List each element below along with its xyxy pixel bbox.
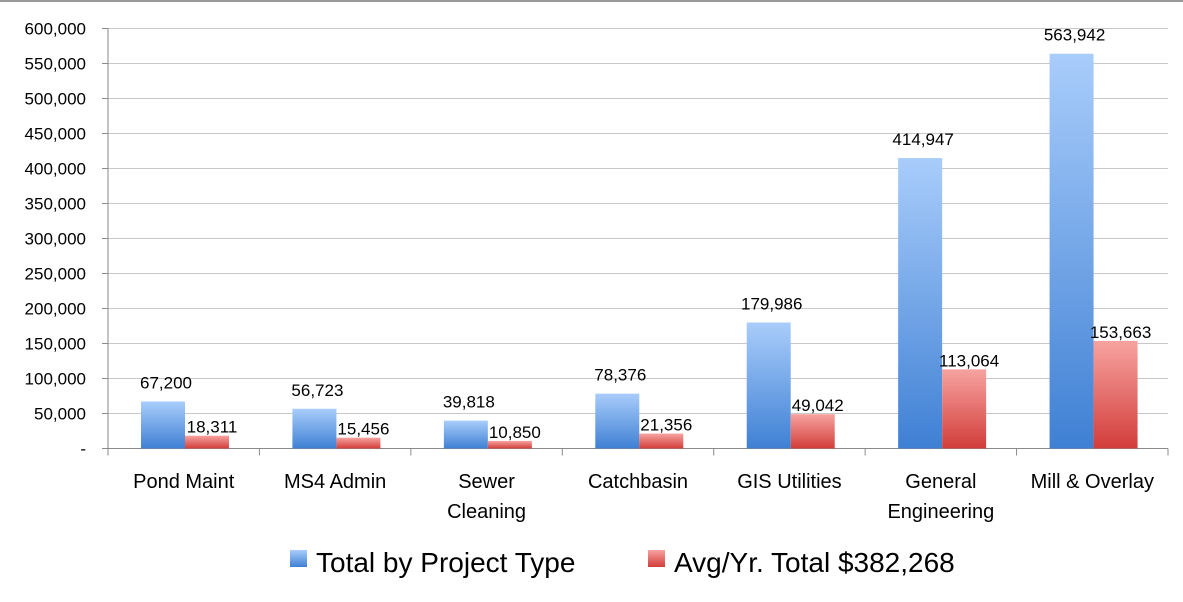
gridlines xyxy=(108,28,1168,414)
category-label-line: Cleaning xyxy=(447,501,526,523)
category-label-line: Sewer xyxy=(458,471,515,493)
top-border xyxy=(0,0,1183,2)
bar-average xyxy=(185,435,229,449)
category-label-line: Mill & Overlay xyxy=(1031,471,1154,493)
y-tick-label: 250,000 xyxy=(25,265,86,284)
y-tick-label: 450,000 xyxy=(25,125,86,144)
y-tick-label: 50,000 xyxy=(34,405,86,424)
category-label: Catchbasin xyxy=(588,471,688,493)
y-tick-label: 150,000 xyxy=(25,335,86,354)
data-label-total: 414,947 xyxy=(892,130,953,149)
category-label-line: GIS Utilities xyxy=(737,471,841,493)
bar-average xyxy=(639,433,684,449)
bar-total xyxy=(898,158,943,449)
bar-average xyxy=(487,440,532,449)
bar-total xyxy=(595,393,640,449)
category-label: Mill & Overlay xyxy=(1031,471,1154,493)
legend-swatch xyxy=(290,550,307,567)
data-label-average: 15,456 xyxy=(337,420,389,439)
data-label-total: 67,200 xyxy=(140,373,192,392)
category-label: Pond Maint xyxy=(133,471,235,493)
y-tick-label: 550,000 xyxy=(25,55,86,74)
y-tick-label: 200,000 xyxy=(25,300,86,319)
category-label: MS4 Admin xyxy=(284,471,386,493)
legend-label: Total by Project Type xyxy=(316,547,575,578)
category-label-line: Catchbasin xyxy=(588,471,688,493)
legend-swatch xyxy=(648,550,665,567)
data-label-total: 179,986 xyxy=(741,295,802,314)
category-label: General Engineering xyxy=(887,471,994,523)
data-label-average: 21,356 xyxy=(640,416,692,435)
data-label-average: 153,663 xyxy=(1090,323,1151,342)
y-tick-label: 100,000 xyxy=(25,370,86,389)
data-label-total: 563,942 xyxy=(1044,26,1105,45)
category-label-line: Engineering xyxy=(887,501,994,523)
y-tick-label: 500,000 xyxy=(25,90,86,109)
legend-label: Avg/Yr. Total $382,268 xyxy=(674,547,955,578)
bar-total xyxy=(1049,53,1094,449)
data-label-average: 10,850 xyxy=(489,423,541,442)
bar-total xyxy=(746,322,791,449)
data-label-total: 78,376 xyxy=(594,366,646,385)
bars xyxy=(141,53,1138,449)
data-label-total: 39,818 xyxy=(443,393,495,412)
bar-total xyxy=(141,401,185,449)
data-label-total: 56,723 xyxy=(291,381,343,400)
category-label-line: General xyxy=(905,471,976,493)
data-label-average: 49,042 xyxy=(792,396,844,415)
y-tick-label: - xyxy=(80,440,86,459)
y-tick-label: 300,000 xyxy=(25,230,86,249)
bar-average xyxy=(1093,340,1138,449)
y-tick-label: 350,000 xyxy=(25,195,86,214)
category-label: GIS Utilities xyxy=(737,471,841,493)
bar-total xyxy=(292,408,337,449)
bar-total xyxy=(443,420,488,449)
legend: Total by Project Type Avg/Yr. Total $382,… xyxy=(290,547,955,578)
y-tick-label: 600,000 xyxy=(25,20,86,39)
bar-average xyxy=(790,414,835,449)
data-label-average: 18,311 xyxy=(187,418,238,437)
data-labels: 67,200 18,311 56,723 15,456 39,818 10,850 78,3… xyxy=(140,26,1151,442)
axes: - 50,000 100,000 150,000 200,000 250,000 300,0… xyxy=(25,20,1169,523)
category-label-line: MS4 Admin xyxy=(284,471,386,493)
bar-average xyxy=(942,369,987,449)
y-tick-label: 400,000 xyxy=(25,160,86,179)
bar-average xyxy=(336,437,381,449)
data-label-average: 113,064 xyxy=(939,351,999,370)
category-label-line: Pond Maint xyxy=(133,471,235,493)
category-label: Sewer Cleaning xyxy=(447,471,526,523)
